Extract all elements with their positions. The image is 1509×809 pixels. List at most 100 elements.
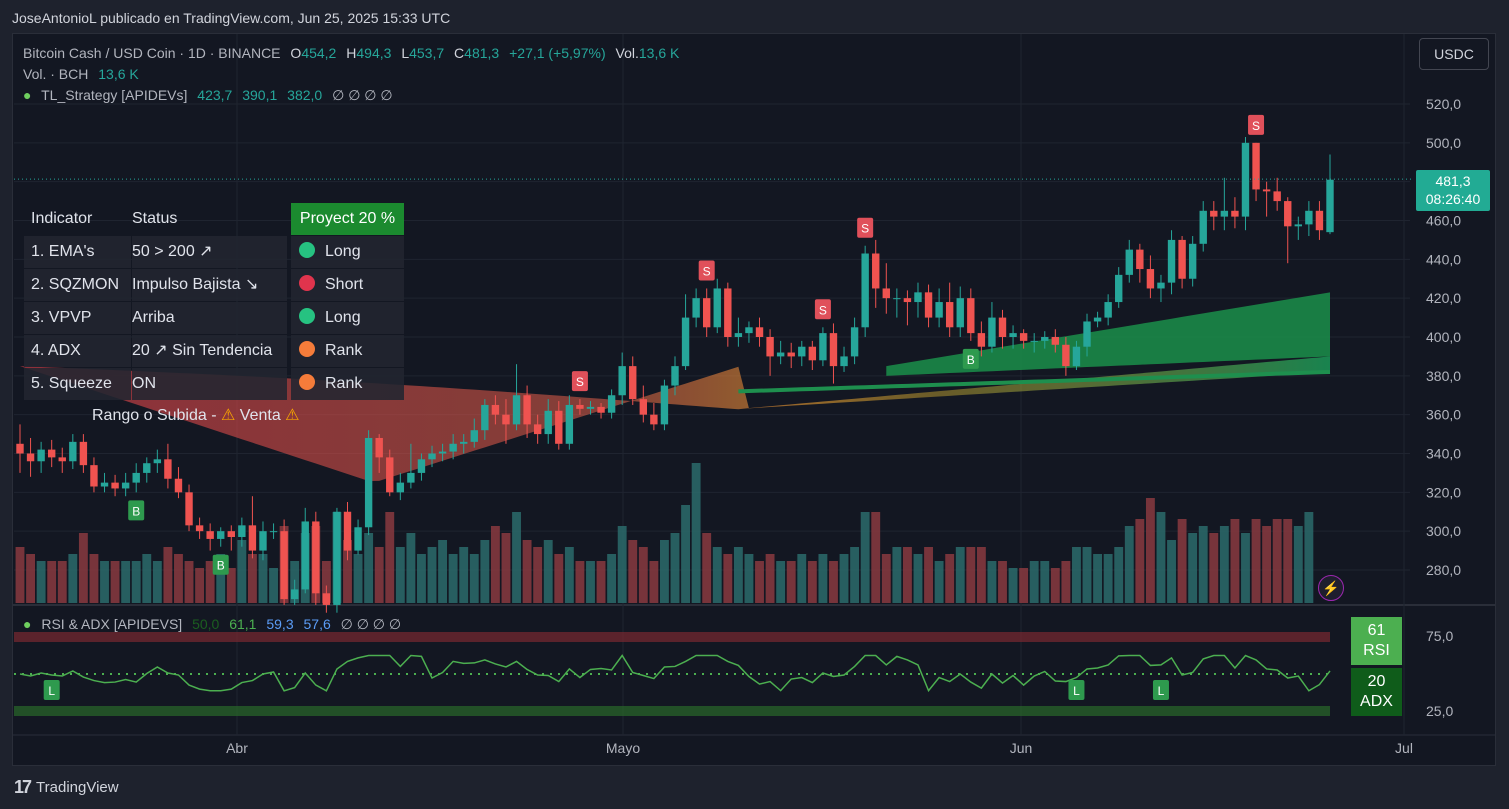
candle-body [206, 531, 214, 539]
candle-body [597, 406, 605, 413]
volume-bar [152, 561, 162, 603]
candle-body [90, 465, 98, 487]
price-tick-label: 460,0 [1426, 213, 1461, 229]
rsi-name: RSI & ADX [APIDEVS] [41, 616, 183, 632]
signal-marker [857, 217, 874, 238]
price-tick-label: 500,0 [1426, 135, 1461, 151]
adx-box-value: 20 [1367, 673, 1386, 690]
volume-bar [1103, 554, 1113, 603]
volume-bar [1114, 547, 1124, 603]
candle-body [766, 337, 774, 357]
volume-bar [1241, 533, 1250, 603]
volume-bar [47, 561, 57, 603]
volume-bar [1304, 512, 1314, 603]
warning-icon: ⚠ [220, 407, 236, 424]
volume-bar [480, 540, 490, 603]
currency-button[interactable]: USDC [1419, 38, 1489, 70]
candle-body [882, 288, 890, 299]
candle-body [724, 288, 732, 337]
signal-marker [212, 554, 229, 575]
candle-body [280, 531, 288, 600]
volume-bar [237, 540, 247, 603]
candle-body [333, 511, 341, 605]
candle-body [364, 437, 373, 528]
close-label: C [454, 45, 465, 61]
volume-bar [1251, 519, 1261, 603]
candle-body [660, 385, 669, 425]
last-price-tag: 481,3 08:26:40 [1416, 170, 1490, 211]
candle-body [69, 441, 77, 462]
volume-bar [512, 512, 521, 603]
strategy-legend: ● TL_Strategy [APIDEVs] 423,7 390,1 382,… [23, 87, 399, 104]
candle-body [576, 404, 584, 409]
volume-bar [998, 561, 1007, 603]
price-tick-label: 400,0 [1426, 329, 1461, 345]
candle-body [428, 453, 436, 460]
candle-body [988, 317, 996, 347]
volume-bar [1262, 526, 1272, 603]
candle-body [713, 288, 721, 328]
volume-bar [1093, 554, 1103, 603]
candle-body [1199, 210, 1207, 244]
candle-body [47, 449, 56, 458]
volume-bar [913, 554, 923, 603]
candle-body [893, 298, 901, 300]
volume-bar [364, 533, 374, 603]
adx-value-box: 20 ADX [1351, 668, 1402, 716]
lightning-icon[interactable]: ⚡ [1318, 575, 1344, 601]
signal-marker [128, 500, 145, 521]
candle-body [386, 457, 394, 493]
candle-body [1315, 210, 1324, 231]
candle-body [734, 333, 743, 337]
candle-body [322, 593, 331, 605]
rsi-box-value: 61 [1367, 622, 1386, 639]
volume-bar [786, 561, 796, 603]
table-cell-indicator: 4. ADX [24, 335, 131, 367]
volume-bar [807, 561, 817, 603]
table-cell-indicator: 3. VPVP [24, 302, 131, 334]
volume-bar [1293, 526, 1303, 603]
candle-body [502, 414, 510, 425]
candle-body [840, 356, 848, 367]
volume-bar [385, 512, 395, 603]
table-row: 1. EMA's 50 > 200 ↗ Long [24, 236, 404, 268]
signal-marker-label: S [819, 303, 827, 317]
volume-bar [1135, 519, 1145, 603]
signal-label: Rank [325, 342, 363, 359]
candle-body [956, 298, 964, 328]
candle-body [1252, 142, 1260, 190]
volume-bar [871, 512, 881, 603]
table-cell-status: Arriba [132, 302, 287, 334]
volume-bar [892, 547, 902, 603]
table-row: 3. VPVP Arriba Long [24, 302, 404, 334]
low-label: L [401, 45, 410, 61]
signal-marker [698, 260, 715, 281]
table-cell-signal: Rank [291, 368, 404, 400]
volume-bar [216, 554, 226, 603]
candle-body [79, 441, 88, 466]
candle-body [132, 472, 140, 483]
candle-body [460, 441, 468, 444]
volume-bar [860, 512, 870, 603]
volume-bar [564, 547, 574, 603]
candle-body [1273, 191, 1281, 202]
candle-body [829, 333, 838, 367]
volume-bar [142, 554, 152, 603]
strategy-empty-values: ∅ ∅ ∅ ∅ [332, 87, 393, 103]
candle-body [1072, 346, 1081, 367]
candle-body [1220, 210, 1229, 217]
volume-bar [353, 554, 363, 603]
volume-legend-label: Vol. · BCH [23, 66, 89, 82]
candle-body [1188, 243, 1197, 279]
volume-bar [1188, 533, 1198, 603]
volume-bar [26, 554, 36, 603]
candle-body [491, 404, 500, 415]
candle-body [1041, 337, 1049, 341]
volume-bar [744, 554, 754, 603]
candle-body [290, 589, 299, 600]
ema-200-line [738, 369, 1331, 394]
candle-body [396, 482, 405, 493]
candle-body [924, 292, 933, 318]
candle-body [37, 449, 45, 462]
table-row: 5. Squeeze ON Rank [24, 368, 404, 400]
